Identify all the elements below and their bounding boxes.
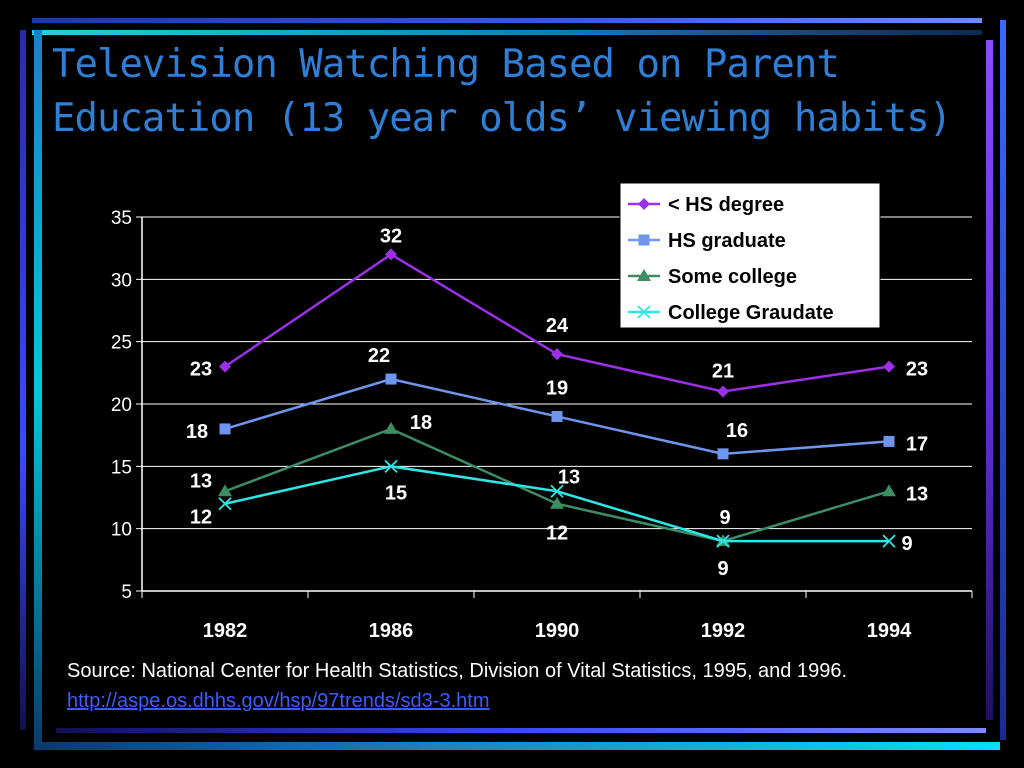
bottom-accent-bar [42,742,1000,750]
data-point [218,484,232,497]
x-tick-label: 1986 [369,620,414,642]
data-point [883,360,895,373]
data-point [219,360,231,373]
data-point [384,421,398,434]
data-label: 9 [717,558,728,580]
source-text: Source: National Center for Health Stati… [67,660,848,682]
data-label: 12 [190,507,212,529]
data-point [883,435,895,447]
data-label: 13 [190,470,212,492]
data-point [550,496,564,509]
legend-label: Some college [668,266,797,288]
legend-label: < HS degree [668,194,784,216]
left-accent-bar [34,30,42,750]
top-accent-bar [32,30,982,35]
left-accent-bar-2 [20,30,26,730]
data-label: 24 [546,315,569,337]
data-point [219,423,231,435]
data-point [385,248,397,261]
y-tick-label: 15 [111,457,132,478]
top-accent-bar-2 [32,18,982,23]
data-point [218,497,232,511]
data-label: 17 [906,433,928,455]
line-chart: 5 10 15 20 25 30 35 1982 1986 1990 1992 1994 23 32 24 2… [111,182,973,642]
y-tick-label: 30 [111,270,132,291]
data-label: 9 [901,533,912,555]
legend-marker [637,305,651,319]
data-label: 22 [368,345,390,367]
data-label: 18 [410,412,432,434]
legend-box [619,182,881,329]
data-label: 9 [719,507,730,529]
data-label: 13 [906,483,928,505]
data-label: 19 [546,377,568,399]
data-point [550,484,564,498]
y-tick-label: 5 [121,582,132,603]
data-label: 13 [558,466,580,488]
data-label: 21 [712,361,734,383]
data-label: 23 [906,359,928,381]
data-label: 15 [385,482,407,504]
right-accent-bar-2 [1000,20,1006,740]
data-label: 16 [726,420,748,442]
source-note: Source: National Center for Health Stati… [67,656,967,716]
y-tick-label: 20 [111,395,132,416]
bottom-accent-bar-2 [56,728,986,733]
data-point [551,348,563,361]
y-tick-label: 35 [111,208,132,229]
data-label: 12 [546,523,568,545]
data-point [717,448,729,460]
y-tick-label: 25 [111,333,132,354]
legend-label: College Graudate [668,302,834,324]
data-point [551,410,563,422]
x-tick-label: 1982 [203,620,248,642]
data-point [385,373,397,385]
data-point [716,534,730,548]
slide-title: Television Watching Based on Parent Educ… [52,42,952,141]
data-point [882,534,896,548]
x-tick-label: 1994 [867,620,912,642]
legend-marker [638,198,650,210]
legend-label: HS graduate [668,230,786,252]
right-accent-bar [986,40,993,720]
data-point [384,459,398,473]
data-point [882,484,896,497]
data-label: 18 [186,421,208,443]
data-point [717,385,729,398]
x-tick-label: 1992 [701,620,746,642]
legend-marker [638,234,650,246]
y-tick-label: 10 [111,520,132,541]
source-link[interactable]: http://aspe.os.dhhs.gov/hsp/97trends/sd3… [67,690,490,712]
data-label: 23 [190,359,212,381]
x-tick-label: 1990 [535,620,580,642]
data-label: 32 [380,225,402,247]
legend-marker [637,269,651,281]
